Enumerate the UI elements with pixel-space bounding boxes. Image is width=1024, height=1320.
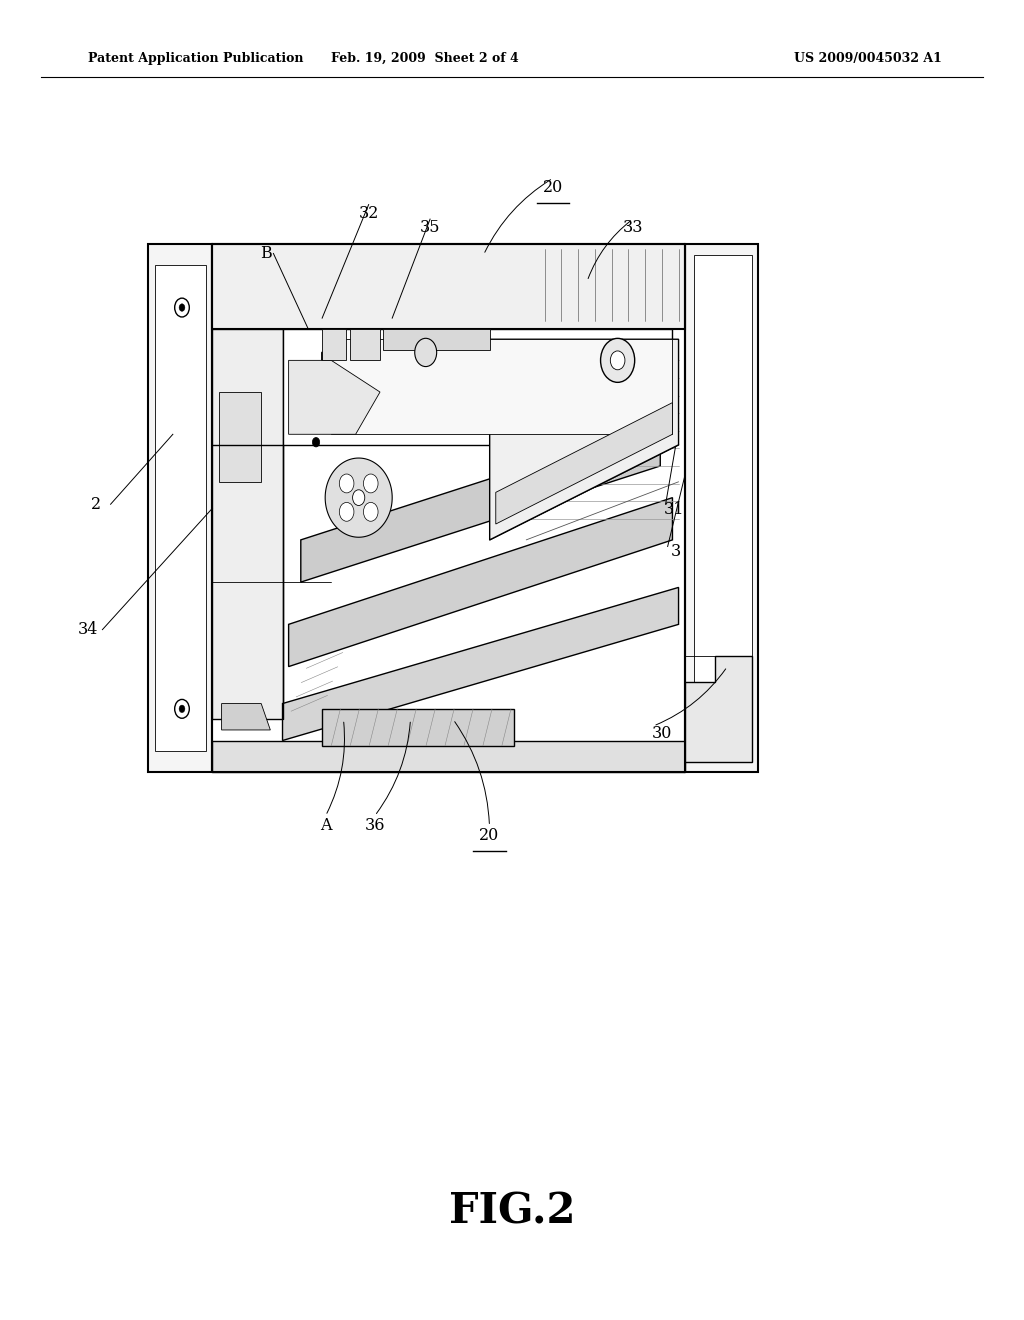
Polygon shape bbox=[685, 244, 758, 772]
Text: FIG.2: FIG.2 bbox=[449, 1191, 575, 1233]
Circle shape bbox=[339, 503, 354, 521]
Text: A: A bbox=[319, 817, 332, 833]
Text: B: B bbox=[260, 246, 272, 261]
Polygon shape bbox=[212, 741, 685, 772]
Circle shape bbox=[179, 304, 185, 312]
Text: 31: 31 bbox=[664, 502, 684, 517]
Text: 32: 32 bbox=[358, 206, 379, 222]
Circle shape bbox=[179, 705, 185, 713]
Text: Patent Application Publication: Patent Application Publication bbox=[88, 53, 303, 65]
Polygon shape bbox=[218, 392, 261, 482]
Polygon shape bbox=[301, 424, 660, 582]
Polygon shape bbox=[489, 339, 679, 540]
Text: 2: 2 bbox=[91, 496, 101, 512]
Polygon shape bbox=[685, 656, 752, 762]
Circle shape bbox=[339, 474, 354, 492]
Text: 34: 34 bbox=[78, 622, 98, 638]
Polygon shape bbox=[283, 329, 673, 445]
Polygon shape bbox=[289, 498, 673, 667]
Text: 20: 20 bbox=[543, 180, 563, 195]
Circle shape bbox=[610, 351, 625, 370]
Text: 20: 20 bbox=[479, 828, 500, 843]
Polygon shape bbox=[289, 360, 380, 434]
Polygon shape bbox=[148, 244, 212, 772]
Polygon shape bbox=[332, 339, 673, 434]
Text: 35: 35 bbox=[420, 219, 440, 235]
Text: 33: 33 bbox=[623, 219, 643, 235]
Text: Feb. 19, 2009  Sheet 2 of 4: Feb. 19, 2009 Sheet 2 of 4 bbox=[331, 53, 519, 65]
Text: 30: 30 bbox=[651, 726, 672, 742]
Polygon shape bbox=[496, 403, 673, 524]
Circle shape bbox=[175, 700, 189, 718]
Polygon shape bbox=[349, 329, 380, 360]
Polygon shape bbox=[155, 265, 207, 751]
Circle shape bbox=[352, 490, 365, 506]
Polygon shape bbox=[221, 704, 270, 730]
Circle shape bbox=[364, 474, 378, 492]
Polygon shape bbox=[323, 709, 514, 746]
Polygon shape bbox=[283, 587, 679, 741]
Circle shape bbox=[600, 338, 635, 383]
Polygon shape bbox=[212, 244, 685, 329]
Polygon shape bbox=[326, 458, 392, 537]
Polygon shape bbox=[694, 255, 752, 762]
Circle shape bbox=[364, 503, 378, 521]
Polygon shape bbox=[323, 329, 346, 360]
Circle shape bbox=[312, 437, 319, 447]
Circle shape bbox=[415, 338, 436, 367]
Circle shape bbox=[175, 298, 189, 317]
Polygon shape bbox=[383, 329, 489, 350]
Text: 3: 3 bbox=[671, 544, 681, 560]
Polygon shape bbox=[212, 329, 283, 719]
Text: US 2009/0045032 A1: US 2009/0045032 A1 bbox=[794, 53, 941, 65]
Text: 36: 36 bbox=[365, 817, 385, 833]
